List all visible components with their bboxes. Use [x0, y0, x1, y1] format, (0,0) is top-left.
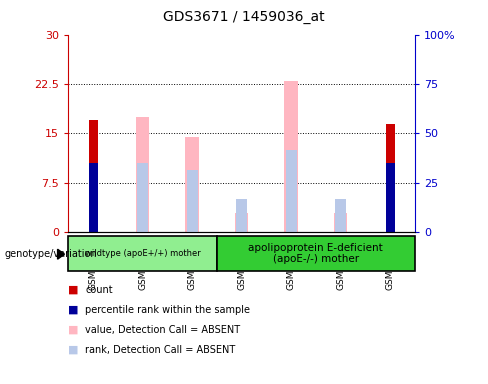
Text: ■: ■: [68, 345, 79, 355]
Text: wildtype (apoE+/+) mother: wildtype (apoE+/+) mother: [85, 249, 201, 258]
Bar: [186, 170, 198, 232]
Text: ■: ■: [68, 325, 79, 335]
Bar: [335, 199, 346, 232]
Bar: [235, 213, 248, 232]
Text: percentile rank within the sample: percentile rank within the sample: [85, 305, 250, 315]
Bar: [236, 199, 247, 232]
Bar: [386, 163, 394, 232]
Bar: [285, 150, 297, 232]
Bar: [386, 124, 394, 232]
Bar: [217, 236, 415, 271]
Text: rank, Detection Call = ABSENT: rank, Detection Call = ABSENT: [85, 345, 236, 355]
Bar: [89, 120, 98, 232]
Bar: [136, 117, 149, 232]
Text: value, Detection Call = ABSENT: value, Detection Call = ABSENT: [85, 325, 241, 335]
Bar: [68, 236, 217, 271]
Bar: [284, 81, 298, 232]
Polygon shape: [58, 249, 64, 259]
Text: count: count: [85, 285, 113, 295]
Text: GDS3671 / 1459036_at: GDS3671 / 1459036_at: [163, 10, 325, 23]
Bar: [137, 163, 148, 232]
Text: ■: ■: [68, 305, 79, 315]
Bar: [185, 137, 199, 232]
Bar: [334, 213, 347, 232]
Text: ■: ■: [68, 285, 79, 295]
Text: genotype/variation: genotype/variation: [5, 249, 98, 259]
Text: apolipoprotein E-deficient
(apoE-/-) mother: apolipoprotein E-deficient (apoE-/-) mot…: [248, 243, 383, 264]
Bar: [89, 163, 98, 232]
